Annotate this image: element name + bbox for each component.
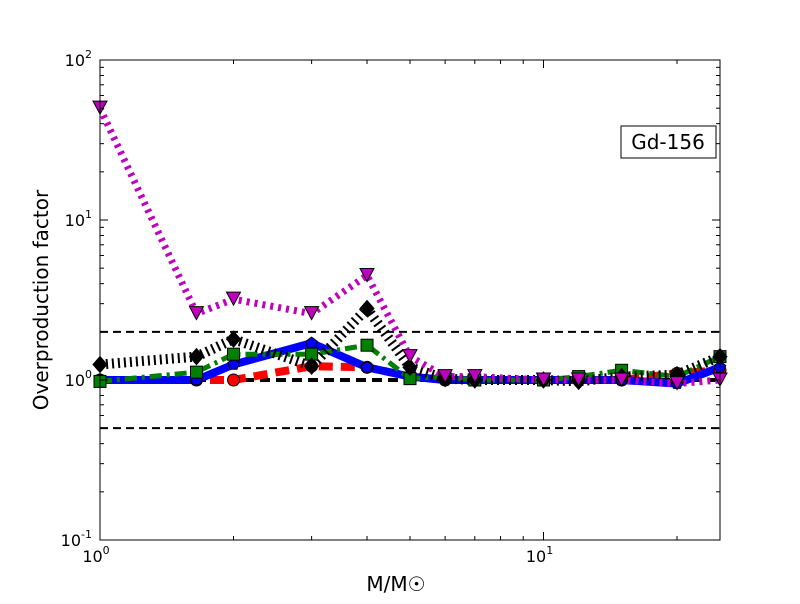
magenta-triangles-point: [359, 267, 375, 283]
magenta-triangles-point: [402, 349, 418, 364]
annotation-label: Gd-156: [631, 130, 705, 154]
red-circles-point: [227, 373, 241, 387]
x-axis-label: M/M☉: [366, 572, 425, 596]
magenta-triangles-point: [535, 372, 552, 388]
magenta-triangles-point: [437, 369, 453, 384]
green-squares-point: [189, 365, 203, 379]
black-diamonds-point: [359, 299, 375, 318]
x-tick-label: 100: [82, 544, 109, 566]
black-diamonds-point: [188, 347, 205, 366]
magenta-triangles-point: [669, 376, 685, 391]
magenta-triangles-point: [188, 306, 205, 321]
black-diamonds-point: [303, 357, 320, 375]
annotation-box: Gd-156: [620, 125, 717, 159]
blue-pentagons-point: [305, 336, 318, 349]
y-tick-label: 101: [65, 208, 92, 230]
x-tick-label: 101: [526, 544, 553, 566]
blue-pentagons-point: [360, 360, 374, 373]
y-tick-label: 100: [65, 368, 92, 390]
magenta-triangles-point: [613, 372, 630, 388]
y-axis-label: Overproduction factor: [29, 189, 53, 410]
y-tick-label: 102: [65, 48, 92, 70]
black-diamonds-point: [402, 358, 418, 377]
black-diamonds-point: [225, 330, 242, 348]
green-squares-point: [360, 338, 374, 352]
green-squares-point: [227, 347, 241, 361]
magenta-triangles-point: [225, 291, 242, 307]
magenta-triangles-point: [466, 369, 483, 384]
magenta-triangles-point: [570, 372, 587, 388]
blue-pentagons-point: [227, 357, 240, 370]
magenta-triangles-point: [303, 306, 320, 321]
